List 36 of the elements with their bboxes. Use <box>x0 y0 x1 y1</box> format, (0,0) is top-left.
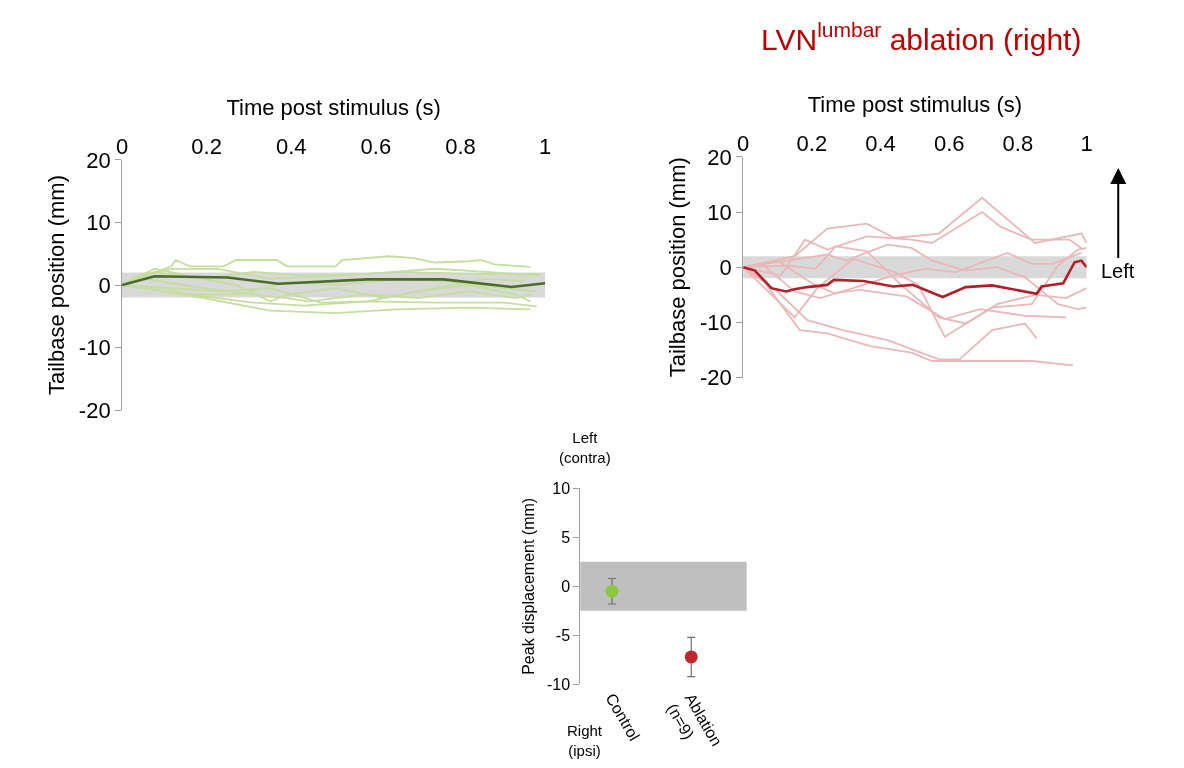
x-tick-label: 0.8 <box>1002 131 1034 157</box>
y-tick-label: -10 <box>699 310 732 336</box>
y-tick-label: 20 <box>707 144 732 170</box>
y-tick-label: -5 <box>555 626 571 644</box>
y-tick-label: 10 <box>552 479 571 497</box>
y-tick-label: 5 <box>561 528 571 546</box>
x-tick-label: 0.6 <box>933 131 965 157</box>
y-tick-label: -20 <box>78 397 111 423</box>
x-tick-label: 0.4 <box>275 134 307 160</box>
y-axis-title: Tailbase position (mm) <box>43 175 69 396</box>
y-axis-title: Tailbase position (mm) <box>664 157 690 378</box>
text: Right (ipsi) <box>567 722 603 759</box>
y-tick-label: -10 <box>546 676 571 694</box>
y-tick-label: -20 <box>699 365 732 391</box>
x-tick-label: 1 <box>1080 131 1093 157</box>
x-tick-label: 0 <box>737 131 750 157</box>
y-tick-label: -10 <box>78 335 111 361</box>
y-tick-label: 0 <box>719 254 732 280</box>
x-axis-title: Time post stimulus (s) <box>226 95 441 121</box>
y-tick-label: 10 <box>707 199 732 225</box>
x-tick-label: 0.8 <box>445 134 476 160</box>
x-tick-label: 0.2 <box>796 131 828 157</box>
y-tick-label: 0 <box>98 272 111 298</box>
x-axis-title: Time post stimulus (s) <box>807 92 1023 118</box>
y-axis-title: Peak displacement (mm) <box>519 497 537 675</box>
x-tick-label: 1 <box>538 134 552 160</box>
chart-title: LVN$^{lumbar}$ ablation (right) <box>761 18 1082 56</box>
x-tick-label: 0.2 <box>191 134 222 160</box>
y-tick-label: 20 <box>86 147 111 173</box>
text: Left <box>1101 260 1135 282</box>
text: Left (contra) <box>559 429 611 466</box>
x-tick-label: 0 <box>115 134 129 160</box>
y-tick-label: 0 <box>561 577 571 595</box>
y-tick-label: 10 <box>86 210 111 236</box>
x-tick-label: 0.6 <box>360 134 392 160</box>
x-tick-label: 0.4 <box>865 131 896 157</box>
